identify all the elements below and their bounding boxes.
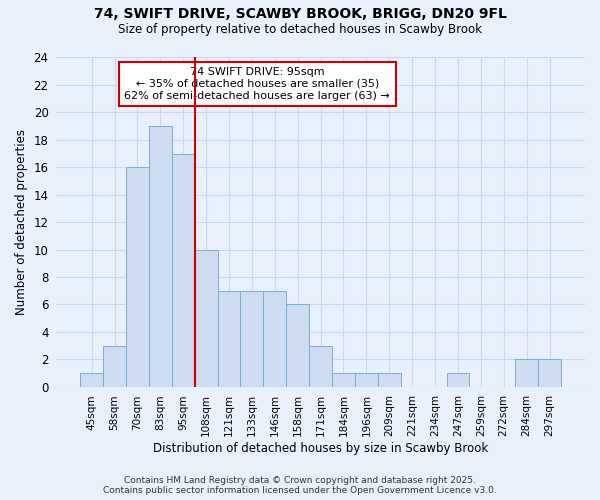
Bar <box>515 359 538 386</box>
Bar <box>149 126 172 386</box>
Bar <box>378 373 401 386</box>
Bar <box>538 359 561 386</box>
Bar <box>103 346 126 387</box>
Text: 74 SWIFT DRIVE: 95sqm
← 35% of detached houses are smaller (35)
62% of semi-deta: 74 SWIFT DRIVE: 95sqm ← 35% of detached … <box>124 68 390 100</box>
Bar <box>446 373 469 386</box>
Bar <box>126 167 149 386</box>
Bar <box>263 290 286 386</box>
Bar <box>309 346 332 387</box>
Y-axis label: Number of detached properties: Number of detached properties <box>15 129 28 315</box>
Text: Size of property relative to detached houses in Scawby Brook: Size of property relative to detached ho… <box>118 22 482 36</box>
Bar <box>355 373 378 386</box>
Bar <box>241 290 263 386</box>
Bar <box>332 373 355 386</box>
Text: 74, SWIFT DRIVE, SCAWBY BROOK, BRIGG, DN20 9FL: 74, SWIFT DRIVE, SCAWBY BROOK, BRIGG, DN… <box>94 8 506 22</box>
Bar <box>172 154 194 386</box>
Bar <box>286 304 309 386</box>
X-axis label: Distribution of detached houses by size in Scawby Brook: Distribution of detached houses by size … <box>153 442 488 455</box>
Bar <box>194 250 218 386</box>
Bar <box>218 290 241 386</box>
Text: Contains HM Land Registry data © Crown copyright and database right 2025.
Contai: Contains HM Land Registry data © Crown c… <box>103 476 497 495</box>
Bar <box>80 373 103 386</box>
